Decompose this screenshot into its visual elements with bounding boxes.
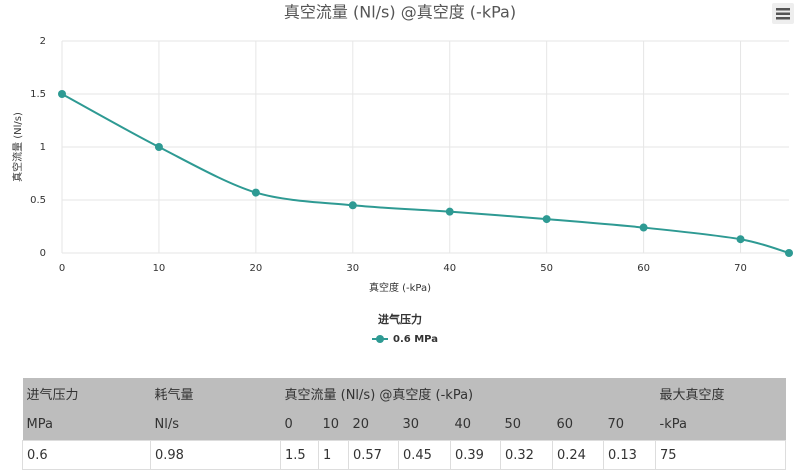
y-tick-label: 1 (40, 142, 46, 153)
cell: 0.6 (22, 440, 151, 470)
point (445, 207, 454, 216)
menu-bar (776, 12, 790, 15)
data-row: 0.6 0.98 1.5 1 0.57 0.45 0.39 0.32 0.24 0.13 75 (22, 440, 786, 470)
header-cell: 最大真空度 (655, 378, 786, 409)
cell: 0.39 (450, 440, 501, 470)
x-axis-label: 真空度 (-kPa) (369, 281, 431, 294)
header-cell: 真空流量 (Nl/s) @真空度 (-kPa) (280, 378, 656, 409)
y-tick-label: 0 (40, 248, 46, 259)
header-row: MPa Nl/s 0 10 20 30 40 50 60 70 -kPa (22, 409, 786, 441)
point (154, 143, 163, 151)
point (639, 223, 648, 232)
legend-title: 进气压力 (378, 312, 422, 326)
point (251, 188, 260, 197)
series-line (61, 93, 790, 254)
menu-bar (776, 8, 790, 11)
header-cell: Nl/s (150, 409, 281, 441)
legend-marker (376, 335, 384, 343)
x-tick-label: 20 (249, 263, 262, 274)
cell: 75 (655, 440, 786, 470)
x-tick-label: 70 (734, 263, 747, 274)
chart-title: 真空流量 (Nl/s) @真空度 (-kPa) (284, 3, 516, 22)
spec-table: 进气压力 耗气量 真空流量 (Nl/s) @真空度 (-kPa) 最大真空度 M… (22, 378, 786, 470)
y-tick-label: 0.5 (30, 195, 46, 206)
header-cell: 20 (348, 409, 399, 441)
header-cell: 50 (500, 409, 553, 441)
x-tick-label: 0 (59, 263, 65, 274)
header-cell: 30 (398, 409, 451, 441)
cell: 0.45 (398, 440, 451, 470)
header-cell: MPa (22, 409, 151, 441)
cell: 0.13 (603, 440, 656, 470)
point (785, 249, 793, 257)
cell: 1 (318, 440, 349, 470)
y-axis-label: 真空流量 (Nl/s) (11, 112, 24, 182)
header-cell: 60 (552, 409, 604, 441)
header-cell: 70 (603, 409, 656, 441)
y-tick-label: 1.5 (30, 89, 46, 100)
cell: 0.57 (348, 440, 399, 470)
x-tick-label: 10 (153, 263, 166, 274)
header-row: 进气压力 耗气量 真空流量 (Nl/s) @真空度 (-kPa) 最大真空度 (22, 378, 786, 409)
point (542, 215, 551, 224)
cell: 0.32 (500, 440, 553, 470)
header-cell: 0 (280, 409, 319, 441)
x-tick-label: 40 (443, 263, 456, 274)
header-cell: 耗气量 (150, 378, 281, 409)
point (348, 201, 357, 210)
x-tick-label: 60 (637, 263, 650, 274)
header-cell: -kPa (655, 409, 786, 441)
x-tick-label: 50 (540, 263, 553, 274)
header-cell: 10 (318, 409, 349, 441)
legend-label: 0.6 MPa (393, 334, 438, 345)
point (736, 235, 745, 244)
chart: 真空流量 (Nl/s) @真空度 (-kPa) 真空度 (-kPa) 真空流量 … (11, 3, 794, 345)
header-cell: 40 (450, 409, 501, 441)
header-cell: 进气压力 (22, 378, 151, 409)
cell: 0.24 (552, 440, 604, 470)
menu-button[interactable] (772, 3, 794, 24)
y-tick-label: 2 (40, 36, 46, 47)
point (58, 90, 66, 98)
menu-bar (776, 17, 790, 20)
cell: 0.98 (150, 440, 281, 470)
cell: 1.5 (280, 440, 319, 470)
x-tick-label: 30 (346, 263, 359, 274)
